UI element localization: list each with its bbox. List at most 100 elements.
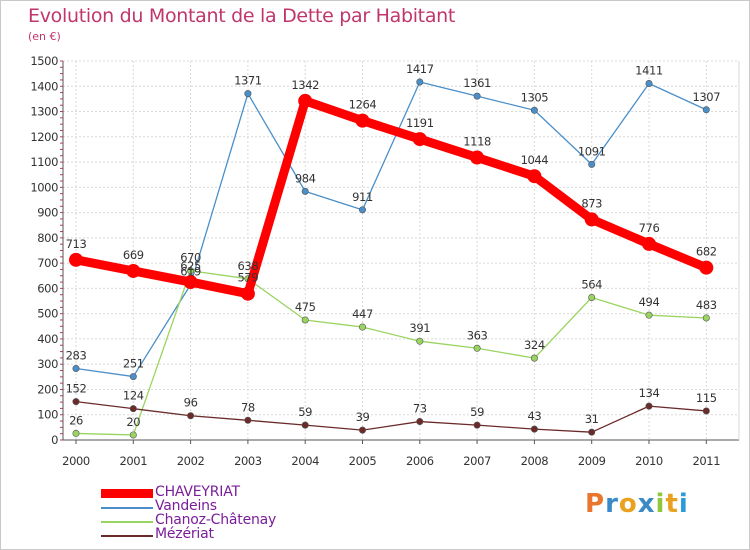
data-point (244, 90, 252, 98)
chart-title: Evolution du Montant de la Dette par Hab… (28, 5, 456, 27)
legend-label: CHAVEYRIAT (155, 484, 240, 500)
y-tick-label: 700 (37, 256, 58, 270)
legend-label: Vandeins (155, 498, 217, 514)
data-label: 1307 (692, 90, 720, 104)
y-tick-label: 500 (37, 307, 58, 321)
x-tick-label: 2003 (234, 454, 262, 468)
data-point (301, 316, 309, 324)
y-tick-label: 900 (37, 206, 58, 220)
data-label: 324 (524, 338, 545, 352)
data-label: 43 (527, 409, 541, 423)
data-label: 115 (696, 391, 717, 405)
data-label: 78 (241, 400, 255, 414)
data-point (187, 412, 195, 420)
y-tick-label: 100 (37, 408, 58, 422)
data-label: 1411 (635, 63, 663, 77)
logo-letter: i (655, 489, 666, 519)
data-point (530, 106, 538, 114)
data-point (126, 263, 141, 278)
data-label: 494 (639, 295, 660, 309)
data-point (72, 429, 80, 437)
data-point (588, 428, 596, 436)
data-point (473, 92, 481, 100)
data-label: 713 (66, 237, 87, 251)
data-label: 873 (581, 196, 602, 210)
data-label: 1371 (234, 74, 262, 88)
data-label: 1361 (463, 76, 491, 90)
data-point (301, 187, 309, 195)
data-point (358, 206, 366, 214)
series-line (71, 96, 711, 299)
y-tick-label: 300 (37, 357, 58, 371)
x-tick-label: 2000 (62, 454, 90, 468)
x-tick-label: 2001 (119, 454, 147, 468)
series-line (75, 270, 707, 436)
data-label: 251 (123, 357, 144, 371)
logo-letter: x (637, 489, 656, 519)
data-point (530, 354, 538, 362)
data-point (702, 407, 710, 415)
data-point (642, 236, 656, 251)
y-tick-label: 1300 (30, 105, 58, 119)
data-label: 475 (295, 300, 316, 314)
y-tick-label: 1500 (30, 54, 58, 68)
data-label: 1342 (291, 78, 319, 92)
data-point (187, 267, 195, 275)
series-chanoz-ch-tenay (72, 267, 710, 439)
x-tick-label: 2005 (349, 454, 377, 468)
x-tick-label: 2002 (177, 454, 205, 468)
data-label: 283 (66, 348, 87, 362)
y-tick-label: 600 (37, 281, 58, 295)
proxiti-logo: Proxiti (585, 489, 689, 519)
y-tick-label: 1200 (30, 130, 58, 144)
y-tick-label: 0 (51, 433, 58, 447)
data-label: 1417 (406, 62, 434, 76)
data-point (645, 311, 653, 319)
data-point (588, 160, 596, 168)
data-label: 1044 (521, 153, 549, 167)
y-tick-label: 1400 (30, 79, 58, 93)
data-label: 564 (581, 277, 602, 291)
legend-swatch (101, 489, 153, 498)
data-point (129, 431, 137, 439)
series-line (75, 400, 707, 433)
data-label: 1305 (521, 90, 549, 104)
series-chaveyriat (69, 93, 714, 301)
y-tick-label: 200 (37, 382, 58, 396)
data-label: 625 (180, 259, 201, 273)
data-point (129, 405, 137, 413)
logo-letter: o (618, 489, 638, 519)
data-label: 20 (126, 415, 140, 429)
legend-swatch (101, 521, 153, 523)
legend-label: Chanoz-Châtenay (155, 512, 277, 528)
data-label: 59 (470, 405, 484, 419)
x-tick-label: 2007 (463, 454, 491, 468)
data-point (129, 373, 137, 381)
data-point (69, 252, 83, 267)
y-tick-label: 1100 (30, 155, 58, 169)
data-label: 483 (696, 298, 717, 312)
y-tick-label: 1000 (30, 180, 58, 194)
data-point (645, 79, 653, 87)
data-point (416, 337, 424, 345)
data-point (416, 418, 424, 426)
data-point (301, 421, 309, 429)
data-label: 1091 (578, 144, 606, 158)
data-label: 26 (69, 413, 83, 427)
data-label: 31 (585, 412, 599, 426)
chart-subtitle: (en €) (28, 30, 61, 43)
data-label: 1191 (406, 116, 434, 130)
data-label: 134 (639, 386, 660, 400)
data-point (244, 416, 252, 424)
y-tick-label: 800 (37, 231, 58, 245)
data-point (473, 421, 481, 429)
x-tick-label: 2004 (291, 454, 319, 468)
data-label: 73 (413, 402, 427, 416)
data-point (530, 425, 538, 433)
data-label: 670 (180, 251, 201, 265)
data-point (72, 398, 80, 406)
y-tick-label: 400 (37, 332, 58, 346)
data-point (416, 78, 424, 86)
